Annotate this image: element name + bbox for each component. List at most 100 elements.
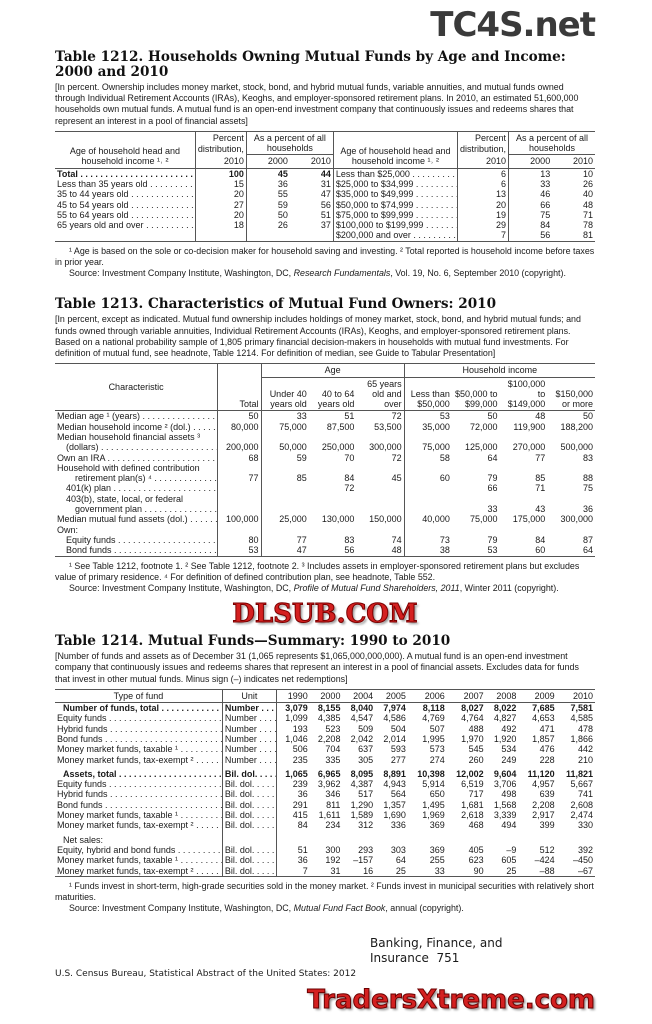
table-row: Bond funds5347564838536064 [55,545,595,557]
cell-income-ib: 81 [582,230,593,241]
cell-value: 2,618 [461,810,484,821]
row-label: Equity funds [57,713,221,723]
cell-value: 2,474 [570,810,593,821]
col-header-2000: 2000 [246,154,290,169]
cell-value: 60 [439,473,450,484]
cell-value: –424 [534,855,555,866]
cell-value: 504 [390,723,406,734]
row-label-cell: Net sales: [55,830,223,845]
cell-value: 1,589 [350,810,374,821]
cell-value: 498 [501,789,517,800]
table-row: Money market funds, tax-exempt ² Bil. dol… [55,865,595,877]
cell-value: 25,000 [279,514,307,525]
unit-cell [222,830,277,845]
cell-value: 506 [292,744,308,755]
cell-value: 1,611 [318,810,341,821]
cell-value: 1,857 [532,733,555,744]
unit-cell: Bil. dol. [222,844,277,856]
cell-value: 58 [439,452,450,463]
cell-value: 84 [297,820,308,831]
cell-value: 704 [325,744,341,755]
col-header-age: Age of household head and household inco… [55,131,196,169]
table-row: Equity funds Number 1,099 4,385 4,547 4,586 4,… [55,713,595,724]
cell-value: 260 [468,754,484,765]
source-text: Source: Investment Company Institute, Wa… [69,582,294,593]
table-row: Median household income ² (dol.)80,000 75… [55,421,595,432]
cell-value: 51 [344,411,355,422]
unit-cell: Bil. dol. [222,799,277,811]
cell-value: 4,827 [493,713,517,724]
row-label-cell: Money market funds, taxable ¹ [55,744,223,755]
income-label: $100,000 to $199,999 [333,220,459,231]
table-row: Household with defined contribution [55,462,595,474]
cell-value [217,504,262,515]
cell-value [557,831,595,845]
row-label-cell: Household with defined contribution [55,462,219,474]
col-header-sub: Less than $50,000 [404,377,452,412]
source-text-end: , Vol. 19, No. 6, September 2010 (copyri… [390,268,566,279]
row-label: $75,000 to $99,999 [336,210,457,220]
cell-value: 471 [539,723,555,734]
table-1213-title: Table 1213. Characteristics of Mutual Fu… [55,296,497,313]
cell-value: 56 [344,545,355,556]
cell-value: 293 [358,844,374,855]
cell-value: 4,585 [570,713,593,724]
page-content: TC4S.net Table 1212. Households Owning M… [55,4,596,1016]
row-label: Money market funds, taxable ¹ [57,855,221,865]
cell-percent: 18 [195,220,247,231]
cell-value: 2,917 [532,810,555,821]
cell-value: 10,398 [417,768,445,779]
cell-value [309,525,357,535]
unit-label: Number [225,713,276,723]
cell-value: 8,891 [383,768,406,779]
cell-value [309,504,357,514]
unit-label: Number [225,703,276,713]
unit-label: Bil. dol. [225,779,276,789]
cell-value: 415 [292,810,308,821]
income-label: Less than $25,000 [333,168,459,179]
cell-value: 38 [439,545,450,556]
cell-value: 12,002 [456,768,484,779]
cell-percent: 20 [195,189,247,200]
cell-2000: 45 [277,168,288,179]
cell-value: 274 [429,754,445,765]
cell-value: 48 [535,411,546,422]
table-1214-body: Number of funds, total Number 3,079 8,155 8,… [55,702,595,877]
cell-value [261,525,309,535]
row-label-cell: Number of funds, total [55,702,223,714]
cell-value: 8,022 [493,703,517,714]
cell-value [217,493,262,505]
cell-value: 4,764 [461,713,484,724]
col-header-total: Total [217,363,262,412]
unit-label: Bil. dol. [225,845,276,855]
table-row: Own: [55,524,595,535]
unit-cell: Bil. dol. [222,865,277,877]
row-label: Money market funds, tax-exempt ² [57,866,221,876]
row-label-cell: Bond funds [55,733,223,745]
cell-2010: 56 [289,199,334,210]
row-label: Money market funds, taxable ¹ [57,810,221,820]
cell-value: 51 [297,844,308,855]
row-label: Bond funds [57,734,221,744]
cell-income-ipct: 6 [457,179,510,190]
income-label: $50,000 to $74,999 [333,199,459,210]
row-label-cell: Assets, total [55,764,223,780]
cell-value: 639 [539,789,555,800]
cell-value: 4,957 [532,779,555,790]
cell-value: 2,208 [317,733,341,744]
cell-value: 1,046 [285,733,308,744]
cell-value: 25 [506,865,517,876]
cell-value: 130,000 [321,514,355,525]
cell-value: 40,000 [422,514,450,525]
col-header-share-2: As a percent of all households [508,131,595,156]
cell-value: 77 [217,473,262,484]
table-1212-footnote: ¹ Age is based on the sole or co-decisio… [55,245,595,267]
cell-value: 492 [501,723,517,734]
row-label-cell: Bond funds [55,545,219,557]
table-row: Equity funds Bil. dol. 239 3,962 4,387 4,943 5… [55,779,595,790]
cell-value: 79 [487,473,498,484]
cell-value: 1,357 [383,799,406,810]
cell-value: 80 [217,534,262,546]
